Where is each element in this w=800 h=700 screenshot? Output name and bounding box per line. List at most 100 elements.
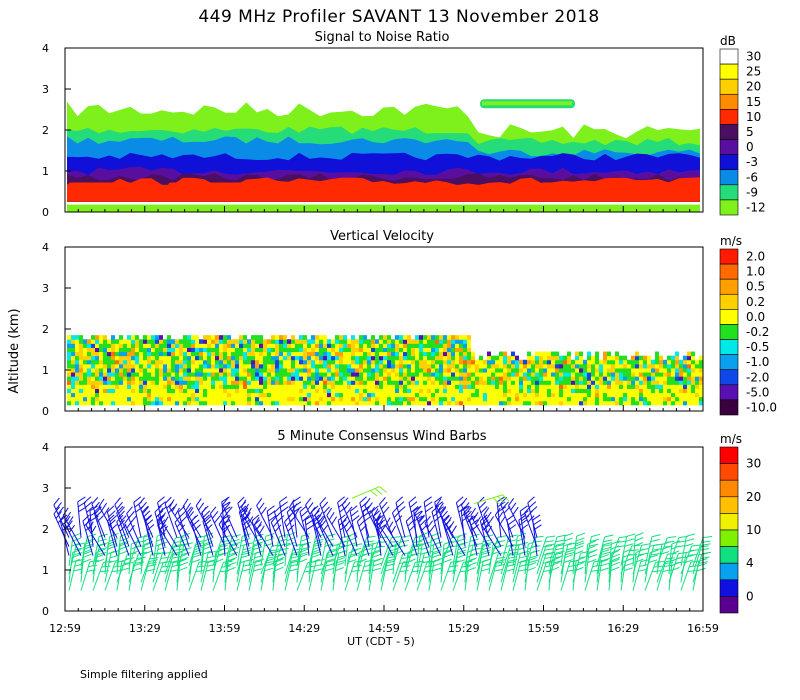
velocity-cell [159, 396, 163, 402]
velocity-cell [515, 372, 519, 377]
velocity-cell [403, 363, 407, 369]
velocity-cell [383, 388, 387, 394]
velocity-cell [535, 396, 539, 402]
velocity-cell [623, 363, 627, 369]
velocity-cell [111, 347, 115, 353]
velocity-cell [407, 367, 411, 373]
wind-barb-flag [306, 524, 315, 531]
velocity-cell [371, 363, 375, 369]
wind-barb-flag [255, 558, 265, 562]
velocity-cell [135, 351, 139, 357]
velocity-cell [263, 359, 267, 365]
velocity-cell [119, 400, 123, 406]
velocity-cell [151, 355, 155, 361]
wind-barb-flag [118, 550, 128, 555]
colorbar-label: -3 [746, 155, 758, 169]
velocity-cell [67, 351, 71, 357]
velocity-cell [575, 396, 579, 402]
velocity-cell [75, 376, 79, 381]
velocity-cell [275, 339, 279, 344]
velocity-cell [175, 347, 179, 353]
velocity-cell [143, 380, 147, 385]
velocity-cell [179, 351, 183, 357]
velocity-cell [123, 396, 127, 402]
velocity-cell [319, 384, 323, 389]
velocity-cell [199, 372, 203, 377]
velocity-cell [363, 339, 367, 344]
velocity-cell [351, 384, 355, 389]
velocity-cell [199, 380, 203, 385]
velocity-cell [215, 388, 219, 394]
velocity-cell [79, 367, 83, 373]
velocity-cell [563, 396, 567, 402]
velocity-cell [539, 359, 543, 365]
velocity-cell [263, 388, 267, 394]
velocity-cell [587, 359, 591, 365]
velocity-cell [163, 355, 167, 361]
velocity-cell [563, 384, 567, 389]
wind-barb [62, 515, 82, 547]
velocity-cell [647, 396, 651, 402]
velocity-cell [155, 351, 159, 357]
velocity-cell [523, 359, 527, 365]
wind-barb [77, 501, 82, 538]
velocity-cell [575, 392, 579, 398]
velocity-cell [595, 384, 599, 389]
velocity-cell [419, 392, 423, 398]
velocity-cell [679, 363, 683, 369]
wind-barb-flag [520, 559, 530, 563]
velocity-cell [675, 367, 679, 373]
velocity-cell [143, 388, 147, 394]
velocity-cell [115, 355, 119, 361]
velocity-cell [647, 376, 651, 381]
velocity-cell [599, 388, 603, 394]
velocity-cell [279, 359, 283, 365]
wind-barb [98, 506, 118, 538]
velocity-cell [107, 392, 111, 398]
velocity-cell [451, 363, 455, 369]
velocity-cell [199, 343, 203, 348]
velocity-cell [283, 343, 287, 348]
velocity-cell [303, 380, 307, 385]
wind-barb-flag [507, 539, 517, 543]
velocity-cell [279, 392, 283, 398]
velocity-cell [467, 343, 471, 348]
velocity-cell [79, 376, 83, 381]
colorbar-label: 0.5 [746, 280, 765, 294]
velocity-cell [243, 351, 247, 357]
velocity-cell [527, 388, 531, 394]
velocity-cell [275, 363, 279, 369]
wind-barb-flag [543, 545, 553, 548]
velocity-cell [435, 363, 439, 369]
velocity-cell [415, 359, 419, 365]
velocity-cell [303, 343, 307, 348]
velocity-cell [315, 400, 319, 406]
velocity-cell [391, 359, 395, 365]
velocity-cell [287, 400, 291, 406]
wind-barb-flag [98, 533, 108, 538]
wind-barb [424, 523, 442, 556]
wind-barb-flag [685, 554, 694, 559]
velocity-cell [311, 388, 315, 394]
colorbar-label: -9 [746, 185, 758, 199]
velocity-cell [271, 367, 275, 373]
velocity-cell [471, 376, 475, 381]
velocity-cell [251, 372, 255, 377]
velocity-cell [255, 339, 259, 344]
colorbar-swatch [719, 63, 739, 80]
velocity-cell [451, 400, 455, 406]
velocity-cell [591, 400, 595, 406]
velocity-cell [223, 363, 227, 369]
velocity-cell [267, 384, 271, 389]
velocity-cell [415, 355, 419, 361]
velocity-cell [567, 388, 571, 394]
velocity-cell [527, 359, 531, 365]
velocity-cell [139, 396, 143, 402]
velocity-cell [271, 355, 275, 361]
velocity-cell [507, 384, 511, 389]
velocity-cell [355, 347, 359, 353]
velocity-cell [71, 355, 75, 361]
colorbar-label: 0 [746, 589, 754, 603]
velocity-cell [439, 388, 443, 394]
velocity-cell [627, 388, 631, 394]
